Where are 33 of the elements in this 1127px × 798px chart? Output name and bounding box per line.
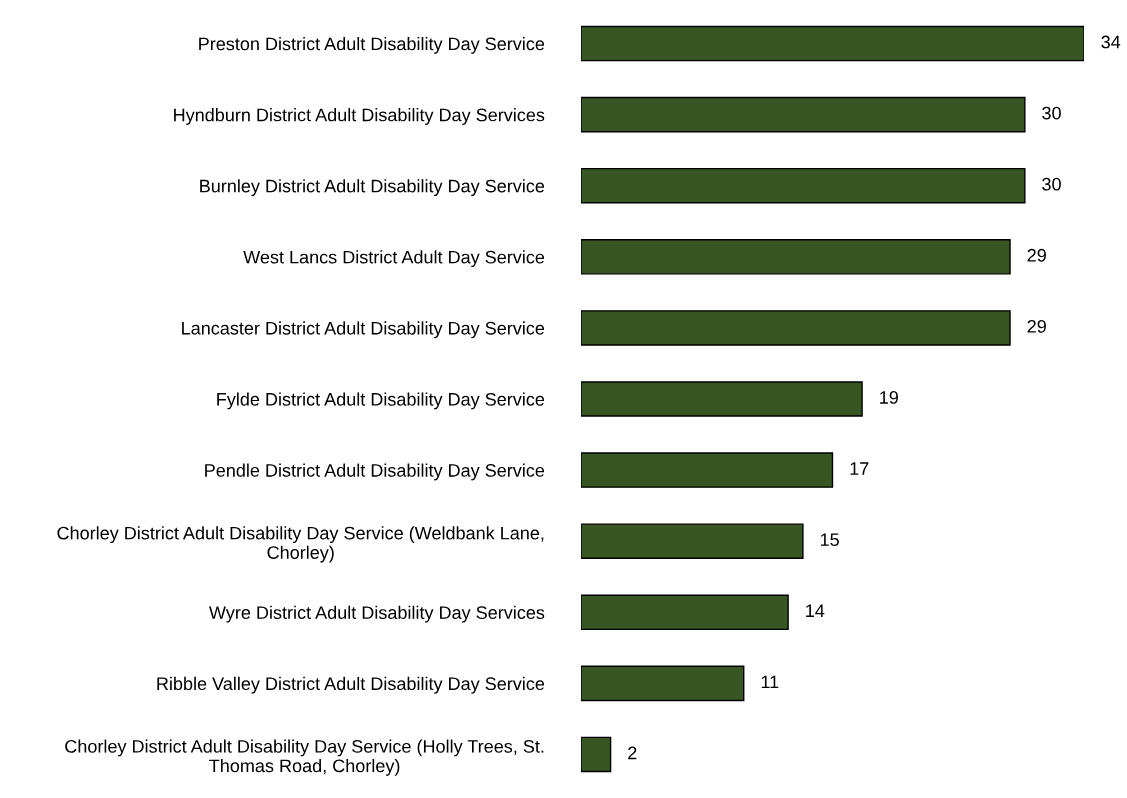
y-tick-label: Preston District Adult Disability Day Service bbox=[199, 36, 545, 54]
y-tick-label: Ribble Valley District Adult Disability Day Service bbox=[157, 676, 545, 694]
data-label: 2 bbox=[628, 746, 637, 760]
data-label: 15 bbox=[820, 533, 839, 547]
y-tick-label: Chorley District Adult Disability Day Service (Holly Trees, St. Thomas Road, Chorley) bbox=[65, 739, 544, 776]
bar bbox=[581, 96, 1026, 133]
bar bbox=[581, 25, 1084, 62]
bar bbox=[581, 381, 863, 417]
data-label: 30 bbox=[1042, 177, 1061, 191]
data-label: 30 bbox=[1042, 106, 1061, 120]
y-tick-label: Fylde District Adult Disability Day Service bbox=[217, 392, 545, 410]
data-label: 11 bbox=[761, 675, 779, 689]
data-label: 17 bbox=[850, 462, 869, 475]
bar bbox=[581, 736, 612, 773]
bar bbox=[581, 523, 804, 559]
y-tick-label: Wyre District Adult Disability Day Services bbox=[209, 605, 545, 623]
data-label: 19 bbox=[880, 391, 898, 404]
bar bbox=[581, 594, 789, 631]
data-label: 29 bbox=[1027, 248, 1046, 262]
y-tick-label: West Lancs District Adult Day Service bbox=[243, 250, 545, 268]
y-tick-label: Chorley District Adult Disability Day Service (Weldbank Lane, Chorley) bbox=[57, 526, 544, 563]
y-tick-label: Hyndburn District Adult Disability Day Services bbox=[174, 108, 545, 125]
y-tick-label: Burnley District Adult Disability Day Service bbox=[200, 179, 545, 197]
bar bbox=[581, 239, 1011, 275]
data-label: 14 bbox=[806, 604, 825, 617]
bar bbox=[581, 665, 745, 702]
y-tick-label: Pendle District Adult Disability Day Service bbox=[205, 463, 545, 481]
y-tick-label: Lancaster District Adult Disability Day Service bbox=[182, 321, 545, 339]
bar bbox=[581, 167, 1026, 204]
bar bbox=[581, 310, 1011, 346]
data-label: 34 bbox=[1101, 35, 1121, 49]
data-label: 29 bbox=[1027, 319, 1046, 333]
bar bbox=[581, 452, 834, 488]
